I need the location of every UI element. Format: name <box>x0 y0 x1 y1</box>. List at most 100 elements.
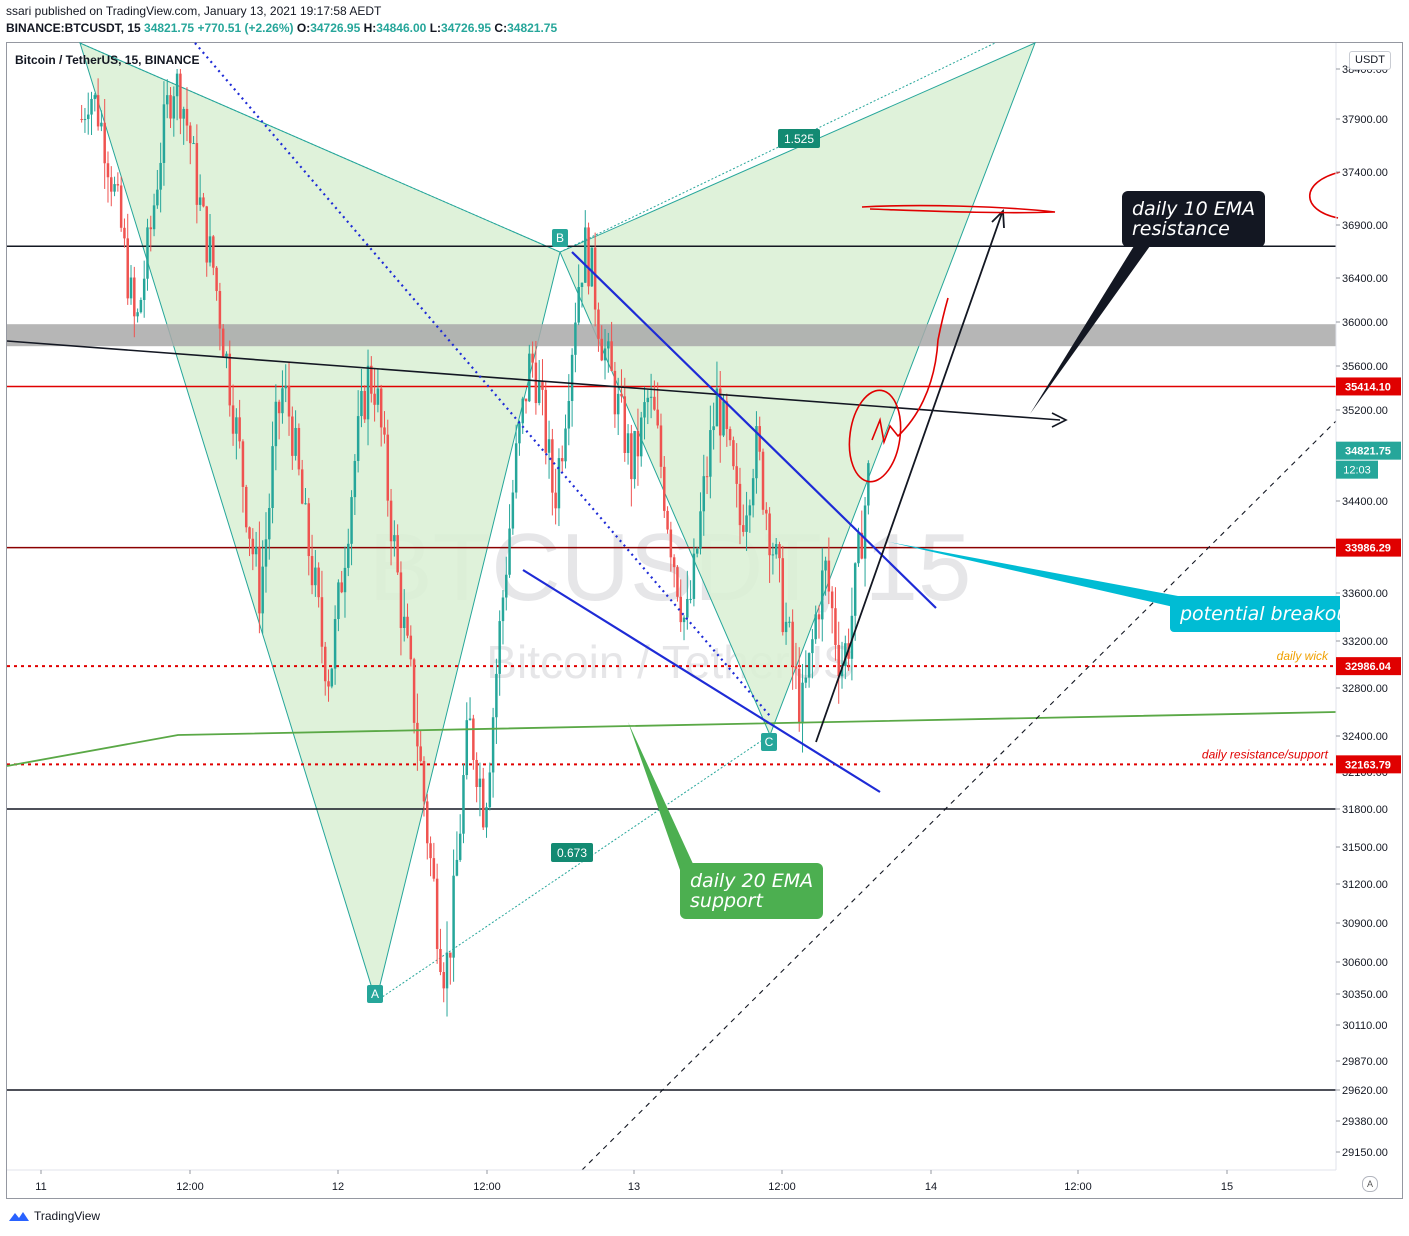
chart-frame[interactable] <box>6 42 1403 1199</box>
candle-body <box>616 393 620 415</box>
price-tick-label: 33600.00 <box>1342 588 1388 600</box>
candle-body <box>567 400 571 429</box>
callout-daily-20-ema[interactable]: daily 20 EMA support <box>680 863 824 919</box>
callout-10ema-pointer <box>1030 246 1150 414</box>
trend-drawings[interactable]: A B C 1.525 0.673 <box>6 42 1341 1171</box>
brand-label: TradingView <box>34 1209 101 1223</box>
candle-body <box>505 574 508 598</box>
candle-body <box>830 591 834 609</box>
candle-body <box>593 247 597 310</box>
candle-body <box>146 227 149 279</box>
candle-body <box>350 497 353 544</box>
time-tick-label: 12:00 <box>768 1181 796 1193</box>
price-axis[interactable]: 29150.00 29380.00 29620.00 29870.00 30110.00… <box>1335 43 1388 1170</box>
candle-body <box>152 205 156 230</box>
harmonic-pattern[interactable] <box>79 42 1036 1004</box>
pattern-point-badge <box>761 733 777 751</box>
candle-body <box>745 515 748 532</box>
callout-potential-breakout[interactable]: potential breakout <box>1170 596 1340 632</box>
candle-body <box>300 469 304 504</box>
time-axis[interactable]: 11 12:00 12 12:00 13 12:00 14 12:00 15 <box>7 1169 1336 1193</box>
handdrawn-arc-mark <box>1309 171 1341 219</box>
candle-body <box>452 875 455 958</box>
candle-body <box>231 405 235 434</box>
candle-body <box>666 510 669 530</box>
handdrawn-circle-mark <box>848 389 902 483</box>
candle-body <box>797 668 801 724</box>
time-tick-label: 12:00 <box>1064 1181 1092 1193</box>
candle-body <box>636 430 640 457</box>
candle-body <box>521 398 524 424</box>
candle-body <box>689 598 692 600</box>
candle-body <box>304 503 307 505</box>
candle-body <box>663 466 666 511</box>
candle-body <box>136 312 139 317</box>
candle-body <box>705 476 709 478</box>
candle-body <box>379 388 383 428</box>
candle-body <box>156 189 159 206</box>
candle-body <box>406 616 409 636</box>
candle-body <box>356 416 360 461</box>
candle-body <box>465 720 469 776</box>
callout-daily-10-ema[interactable]: daily 10 EMA resistance <box>1122 191 1266 247</box>
series-title: Bitcoin / TetherUS, 15, BINANCE <box>15 53 200 67</box>
candle-body <box>323 646 327 682</box>
candle-body <box>347 543 350 568</box>
candle-body <box>577 286 580 323</box>
candle-body <box>472 718 475 760</box>
candle-body <box>320 597 324 647</box>
candle-body <box>778 544 781 559</box>
candle-body <box>554 492 557 509</box>
candle-body <box>728 429 732 441</box>
candle-body <box>208 236 212 263</box>
price-tick-label: 34400.00 <box>1342 496 1388 508</box>
time-tick-label: 13 <box>628 1181 640 1193</box>
candle-body <box>363 390 366 420</box>
candle-body <box>834 608 837 645</box>
candle-body <box>821 570 824 620</box>
candle-body <box>330 668 334 687</box>
candle-body <box>462 775 465 834</box>
candle-body <box>192 143 195 145</box>
candle-body <box>751 478 755 506</box>
candle-body <box>254 546 258 555</box>
candle-body <box>248 527 251 539</box>
candle-body <box>722 401 725 436</box>
candlestick-series <box>80 69 870 1017</box>
price-tick-label: 36900.00 <box>1342 220 1388 232</box>
candle-body <box>90 98 93 115</box>
candle-body <box>291 416 294 456</box>
candle-body <box>149 227 153 230</box>
candle-body <box>119 185 123 228</box>
candle-body <box>106 163 110 178</box>
candle-body <box>370 365 373 394</box>
price-tick-label: 29150.00 <box>1342 1147 1388 1159</box>
tradingview-logo-icon <box>9 1212 29 1221</box>
tradingview-brand: TradingView <box>8 1209 100 1223</box>
price-tag-box <box>1336 755 1401 774</box>
candle-body <box>804 677 808 683</box>
candle-body <box>277 401 281 414</box>
last-price: 34821.75 <box>144 21 195 35</box>
currency-button[interactable]: USDT <box>1349 51 1391 70</box>
candle-body <box>824 560 827 571</box>
candle-body <box>86 114 90 120</box>
price-tick-label: 29620.00 <box>1342 1085 1388 1097</box>
candle-body <box>695 548 699 554</box>
price-tag-box <box>1336 538 1401 557</box>
pattern-point-A: A <box>371 987 379 1001</box>
candle-body <box>607 341 610 349</box>
auto-scale-button[interactable]: A <box>1362 1176 1378 1192</box>
candle-body <box>116 184 120 186</box>
candle-body <box>139 299 143 313</box>
candle-body <box>801 682 804 724</box>
publish-info: ssari published on TradingView.com, Janu… <box>6 4 382 18</box>
candle-body <box>426 801 429 844</box>
price-tick-label: 33200.00 <box>1342 636 1388 648</box>
candle-body <box>491 717 495 773</box>
candle-body <box>244 486 248 528</box>
price-tick-label: 35200.00 <box>1342 405 1388 417</box>
open-label: O: <box>296 21 311 35</box>
candle-body <box>524 398 528 402</box>
